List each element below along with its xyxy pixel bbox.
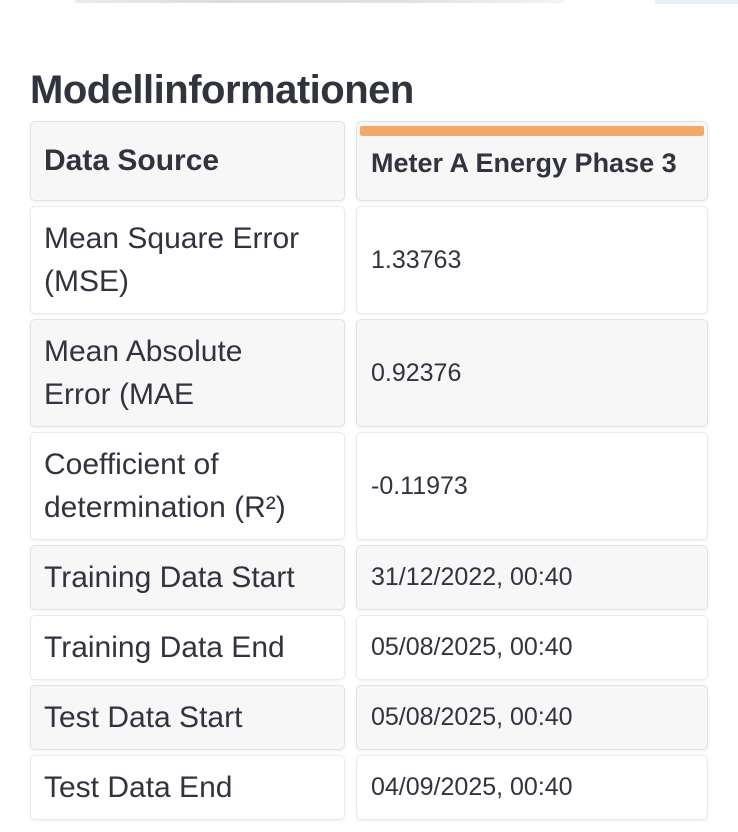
- row-value-r2: -0.11973: [356, 432, 708, 540]
- header-value: Meter A Energy Phase 3: [371, 148, 677, 179]
- row-label-text: Mean Absolute Error (MAE: [44, 334, 243, 412]
- header-label: Data Source: [44, 144, 220, 178]
- row-label-text: Coefficient of determination (R²): [44, 447, 286, 525]
- row-label-training-start: Training Data Start: [30, 545, 345, 610]
- row-label-r2: Coefficient of determination (R²): [30, 432, 345, 540]
- row-value-text: 1.33763: [371, 245, 462, 274]
- row-value-text: 05/08/2025, 00:40: [371, 633, 573, 661]
- cropped-content-edge-right: [655, 0, 738, 4]
- row-label-test-end: Test Data End: [30, 755, 345, 820]
- row-value-text: -0.11973: [371, 471, 468, 500]
- row-label-text: Training Data End: [44, 630, 285, 664]
- cropped-content-edge-left: [75, 0, 565, 3]
- row-value-mse: 1.33763: [356, 206, 708, 314]
- row-value-training-start: 31/12/2022, 00:40: [356, 545, 708, 610]
- row-label-mse: Mean Square Error (MSE): [30, 206, 345, 314]
- row-value-test-end: 04/09/2025, 00:40: [356, 755, 708, 820]
- row-label-test-start: Test Data Start: [30, 685, 345, 750]
- row-value-test-start: 05/08/2025, 00:40: [356, 685, 708, 750]
- row-value-text: 05/08/2025, 00:40: [371, 703, 573, 731]
- row-label-text: Test Data Start: [44, 700, 243, 734]
- orange-accent-bar: [360, 126, 704, 136]
- table-header-meter: Meter A Energy Phase 3: [356, 121, 708, 201]
- model-information-table: Data Source Meter A Energy Phase 3 Mean …: [30, 121, 708, 820]
- row-label-mae: Mean Absolute Error (MAE: [30, 319, 345, 427]
- row-label-text: Mean Square Error (MSE): [44, 221, 300, 299]
- row-value-text: 31/12/2022, 00:40: [371, 563, 573, 591]
- cropped-content-edge: [0, 0, 738, 4]
- row-label-text: Training Data Start: [44, 560, 295, 594]
- row-label-text: Test Data End: [44, 770, 233, 804]
- row-value-training-end: 05/08/2025, 00:40: [356, 615, 708, 680]
- row-value-text: 04/09/2025, 00:40: [371, 773, 573, 801]
- page-title: Modellinformationen: [30, 68, 414, 113]
- row-value-mae: 0.92376: [356, 319, 708, 427]
- table-header-data-source: Data Source: [30, 121, 345, 201]
- row-value-text: 0.92376: [371, 358, 462, 387]
- row-label-training-end: Training Data End: [30, 615, 345, 680]
